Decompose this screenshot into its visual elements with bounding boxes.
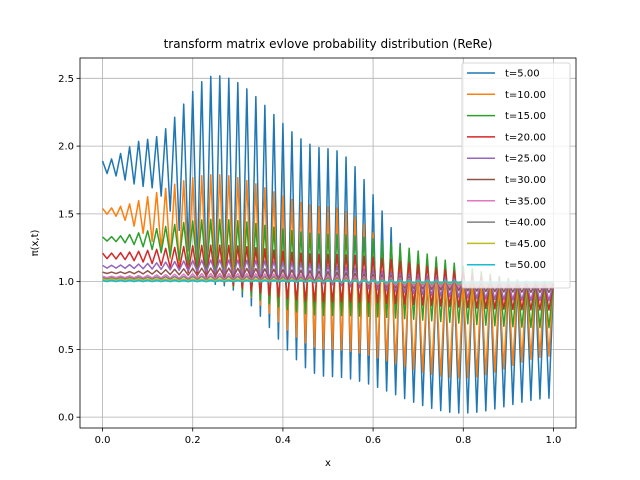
y-tick-label: 2.0	[58, 142, 74, 153]
x-tick-label: 0.2	[185, 435, 201, 446]
y-tick-label: 1.5	[58, 209, 74, 220]
x-tick-label: 0.4	[275, 435, 291, 446]
legend-box	[461, 62, 571, 289]
y-tick-label: 2.5	[58, 74, 74, 85]
x-tick-label: 0.0	[95, 435, 111, 446]
legend-entry-label: t=10.00	[505, 90, 546, 101]
legend-entry-label: t=30.00	[505, 175, 546, 186]
legend-entry-label: t=35.00	[505, 196, 546, 207]
legend-entry-label: t=45.00	[505, 239, 546, 250]
y-tick-label: 0.0	[58, 413, 74, 424]
series-line-5	[102, 259, 555, 302]
y-tick-label: 1.0	[58, 277, 74, 288]
x-tick-label: 1.0	[546, 435, 562, 446]
y-tick-label: 0.5	[58, 345, 74, 356]
legend-entry-label: t=20.00	[505, 132, 546, 143]
series-line-2	[101, 173, 555, 379]
legend-entry-label: t=15.00	[505, 111, 546, 122]
legend-entry-label: t=25.00	[505, 154, 546, 165]
legend-entry-label: t=40.00	[505, 218, 546, 229]
legend: t=5.00 t=10.00 t=15.00 t=20.00 t=25.00 t=30.0…	[461, 62, 571, 289]
plot-frame	[79, 57, 577, 429]
x-axis-label: x	[325, 458, 331, 469]
axis-ticks: 0.0 0.2 0.4 0.6 0.8 1.0 0.0 0.5 1.0 1.5 2.0 2.5	[58, 74, 561, 446]
legend-entry-label: t=5.00	[505, 69, 540, 80]
chart-title: transform matrix evlove probability dist…	[164, 37, 493, 51]
legend-entry-label: t=50.00	[505, 260, 546, 271]
series-line-1	[101, 75, 555, 414]
x-tick-label: 0.8	[455, 435, 471, 446]
x-tick-label: 0.6	[365, 435, 381, 446]
y-axis-label: π(x,t)	[30, 229, 41, 256]
series-line-3	[102, 218, 555, 329]
series-line-4	[101, 244, 555, 311]
